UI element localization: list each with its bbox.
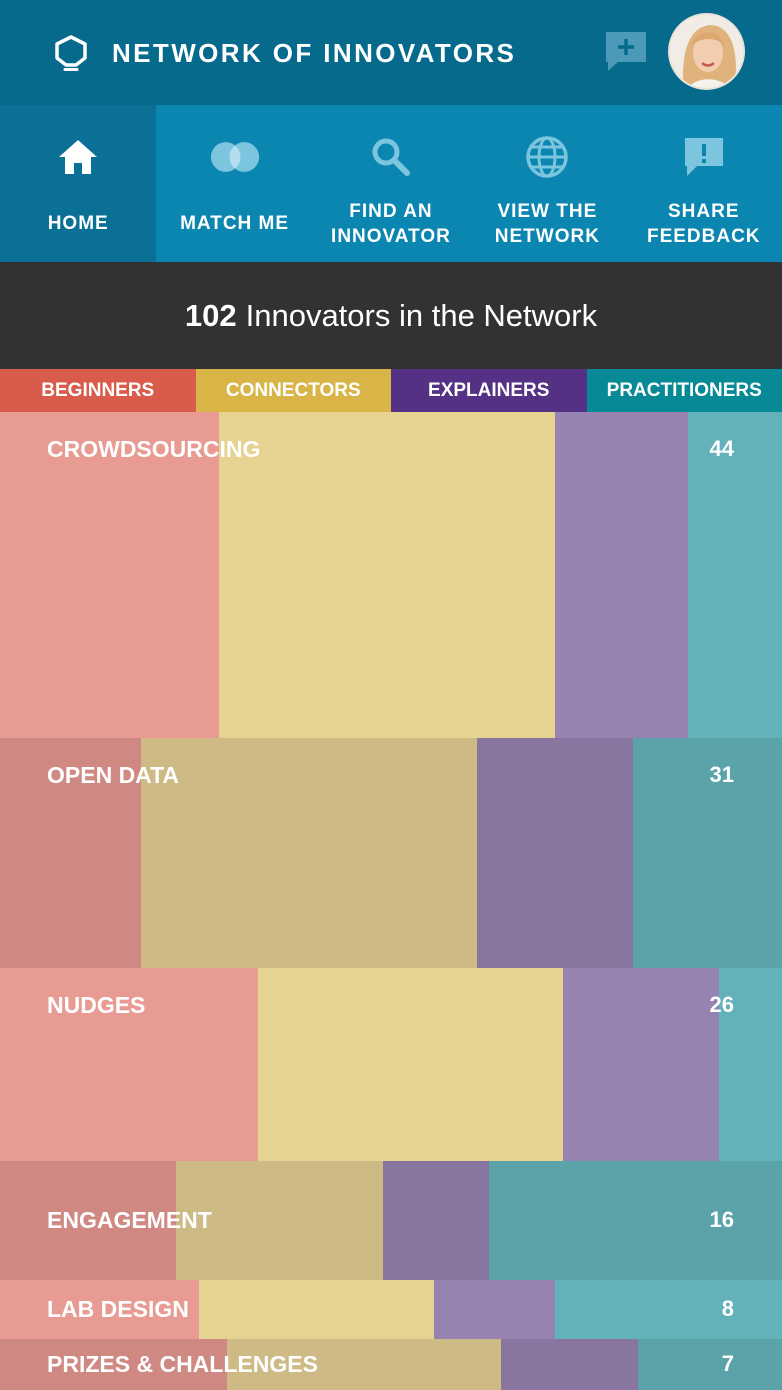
legend-connectors[interactable]: CONNECTORS [195, 369, 391, 412]
bar-segment-connectors [199, 1280, 434, 1339]
chart-row-lab-design[interactable]: LAB DESIGN 8 [0, 1280, 782, 1339]
app-title: NETWORK OF INNOVATORS [112, 38, 517, 68]
row-label: ENGAGEMENT [47, 1207, 212, 1233]
bar-segment-practitioners [489, 1161, 782, 1280]
chart-row-nudges[interactable]: NUDGES 26 [0, 968, 782, 1161]
nav-label-find-innovator: FIND AN INNOVATOR [331, 201, 451, 247]
globe-icon [521, 131, 573, 183]
bar-segment-beginners [0, 412, 219, 738]
bar-segment-beginners [0, 1339, 227, 1390]
nav-label-home: HOME [47, 213, 109, 234]
bar-segment-connectors [176, 1161, 383, 1280]
bar-segment-beginners [0, 968, 258, 1161]
bar-segment-explainers [434, 1280, 555, 1339]
row-count: 44 [709, 436, 734, 461]
chat-plus-icon[interactable] [604, 30, 648, 72]
nav-label-share-feedback: SHARE FEEDBACK [646, 201, 761, 247]
row-count: 31 [709, 762, 734, 787]
row-label: PRIZES & CHALLENGES [47, 1351, 318, 1377]
bar-segment-connectors [227, 1339, 501, 1390]
legend-practitioners[interactable]: PRACTITIONERS [586, 369, 782, 412]
avatar[interactable] [668, 13, 745, 90]
bar-segment-beginners [0, 1280, 199, 1339]
nav-label-match-me: MATCH ME [180, 213, 290, 234]
user-photo [670, 15, 743, 88]
nav-item-view-network[interactable]: VIEW THE NETWORK [469, 105, 625, 262]
bar-segment-connectors [258, 968, 563, 1161]
bar-segment-practitioners [638, 1339, 782, 1390]
nav-item-home[interactable]: HOME [0, 105, 157, 262]
nav-item-find-innovator[interactable]: FIND AN INNOVATOR [313, 105, 469, 262]
chart-row-prizes-challenges[interactable]: PRIZES & CHALLENGES 7 [0, 1339, 782, 1390]
bar-segment-beginners [0, 738, 141, 968]
nav-label-view-network: VIEW THE NETWORK [494, 201, 600, 247]
row-count: 16 [709, 1207, 734, 1232]
skills-chart: CROWDSOURCING 44 OPEN DATA 31 NUDGES 26 ENGAGE… [0, 412, 782, 1390]
bar-segment-practitioners [555, 1280, 782, 1339]
row-label: NUDGES [47, 992, 146, 1018]
innovator-count-banner: 102 Innovators in the Network [0, 262, 782, 369]
chart-row-engagement[interactable]: ENGAGEMENT 16 [0, 1161, 782, 1280]
bar-segment-explainers [383, 1161, 489, 1280]
row-count: 8 [721, 1296, 734, 1321]
row-count: 7 [721, 1351, 734, 1376]
home-icon [52, 131, 104, 183]
main-nav: HOME MATCH ME FIND AN INNOVATOR VIEW THE… [0, 105, 782, 262]
innovator-count-label: Innovators in the Network [245, 297, 598, 333]
chart-row-crowdsourcing[interactable]: CROWDSOURCING 44 [0, 412, 782, 738]
legend-explainers[interactable]: EXPLAINERS [391, 369, 587, 412]
hexagon-bulb-icon [55, 35, 87, 71]
top-bar: NETWORK OF INNOVATORS [0, 0, 782, 105]
feedback-icon [678, 131, 730, 183]
legend-beginners[interactable]: BEGINNERS [0, 369, 196, 412]
search-icon [365, 131, 417, 183]
bar-segment-practitioners [633, 738, 782, 968]
bar-segment-explainers [501, 1339, 638, 1390]
bar-segment-practitioners [719, 968, 782, 1161]
row-label: LAB DESIGN [47, 1296, 189, 1322]
bar-segment-beginners [0, 1161, 176, 1280]
bar-segment-practitioners [688, 412, 782, 738]
nav-item-share-feedback[interactable]: SHARE FEEDBACK [626, 105, 782, 262]
bar-segment-explainers [555, 412, 688, 738]
bar-segment-connectors [141, 738, 477, 968]
row-label: CROWDSOURCING [47, 436, 261, 462]
row-label: OPEN DATA [47, 762, 180, 788]
chart-row-open-data[interactable]: OPEN DATA 31 [0, 738, 782, 968]
innovator-count: 102 [184, 297, 237, 333]
overlap-circles-icon [209, 131, 261, 183]
row-count: 26 [709, 992, 734, 1017]
bar-segment-explainers [563, 968, 719, 1161]
legend: BEGINNERS CONNECTORS EXPLAINERS PRACTITI… [0, 369, 782, 412]
bar-segment-connectors [219, 412, 555, 738]
nav-item-match-me[interactable]: MATCH ME [156, 105, 312, 262]
bar-segment-explainers [477, 738, 633, 968]
